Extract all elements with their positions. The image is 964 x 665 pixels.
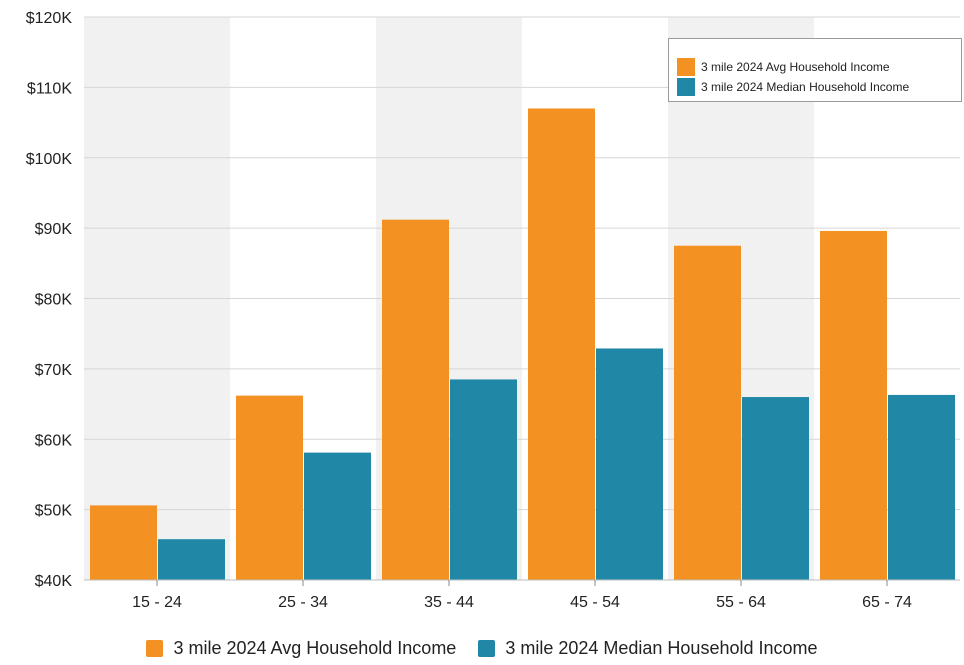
inset-legend-item-avg: 3 mile 2024 Avg Household Income [677,57,961,77]
bar-median-0 [158,539,225,580]
bar-median-1 [304,452,371,580]
bar-avg-4 [674,245,741,580]
legend-label-avg: 3 mile 2024 Avg Household Income [173,637,457,658]
x-tick-label-1: 25 - 34 [278,594,328,611]
y-tick-label-3: $70K [35,362,73,379]
bar-median-5 [888,394,955,580]
inset-legend: 3 mile 2024 Avg Household Income 3 mile … [668,38,962,102]
bar-median-2 [450,379,517,580]
bar-median-3 [596,348,663,580]
inset-legend-swatch-median [677,78,695,96]
inset-legend-label-median: 3 mile 2024 Median Household Income [701,80,910,94]
y-tick-label-2: $60K [35,432,73,449]
legend-item-median[interactable]: 3 mile 2024 Median Household Income [478,637,818,659]
legend-swatch-avg [146,639,164,657]
x-tick-label-0: 15 - 24 [132,594,182,611]
legend-swatch-median [478,639,496,657]
x-tick-label-5: 65 - 74 [862,594,912,611]
bar-avg-5 [820,230,887,580]
bottom-legend: 3 mile 2024 Avg Household Income 3 mile … [0,636,964,660]
y-tick-label-0: $40K [35,573,73,590]
x-tick-label-3: 45 - 54 [570,594,620,611]
y-tick-label-5: $90K [35,221,73,238]
bar-avg-1 [236,395,303,580]
y-tick-label-6: $100K [26,151,73,168]
x-tick-label-2: 35 - 44 [424,594,474,611]
y-tick-label-7: $110K [27,80,72,97]
bar-avg-3 [528,108,595,581]
inset-legend-swatch-avg [677,58,695,76]
y-tick-label-4: $80K [35,292,73,309]
bar-avg-0 [90,505,157,580]
bar-avg-2 [382,219,449,580]
legend-label-median: 3 mile 2024 Median Household Income [505,637,818,658]
inset-legend-label-avg: 3 mile 2024 Avg Household Income [701,60,890,74]
bar-median-4 [742,397,809,580]
y-tick-label-1: $50K [35,503,73,520]
y-tick-label-8: $120K [26,10,73,27]
inset-legend-item-median: 3 mile 2024 Median Household Income [677,77,961,97]
legend-item-avg[interactable]: 3 mile 2024 Avg Household Income [146,638,456,659]
x-tick-label-4: 55 - 64 [716,594,766,611]
